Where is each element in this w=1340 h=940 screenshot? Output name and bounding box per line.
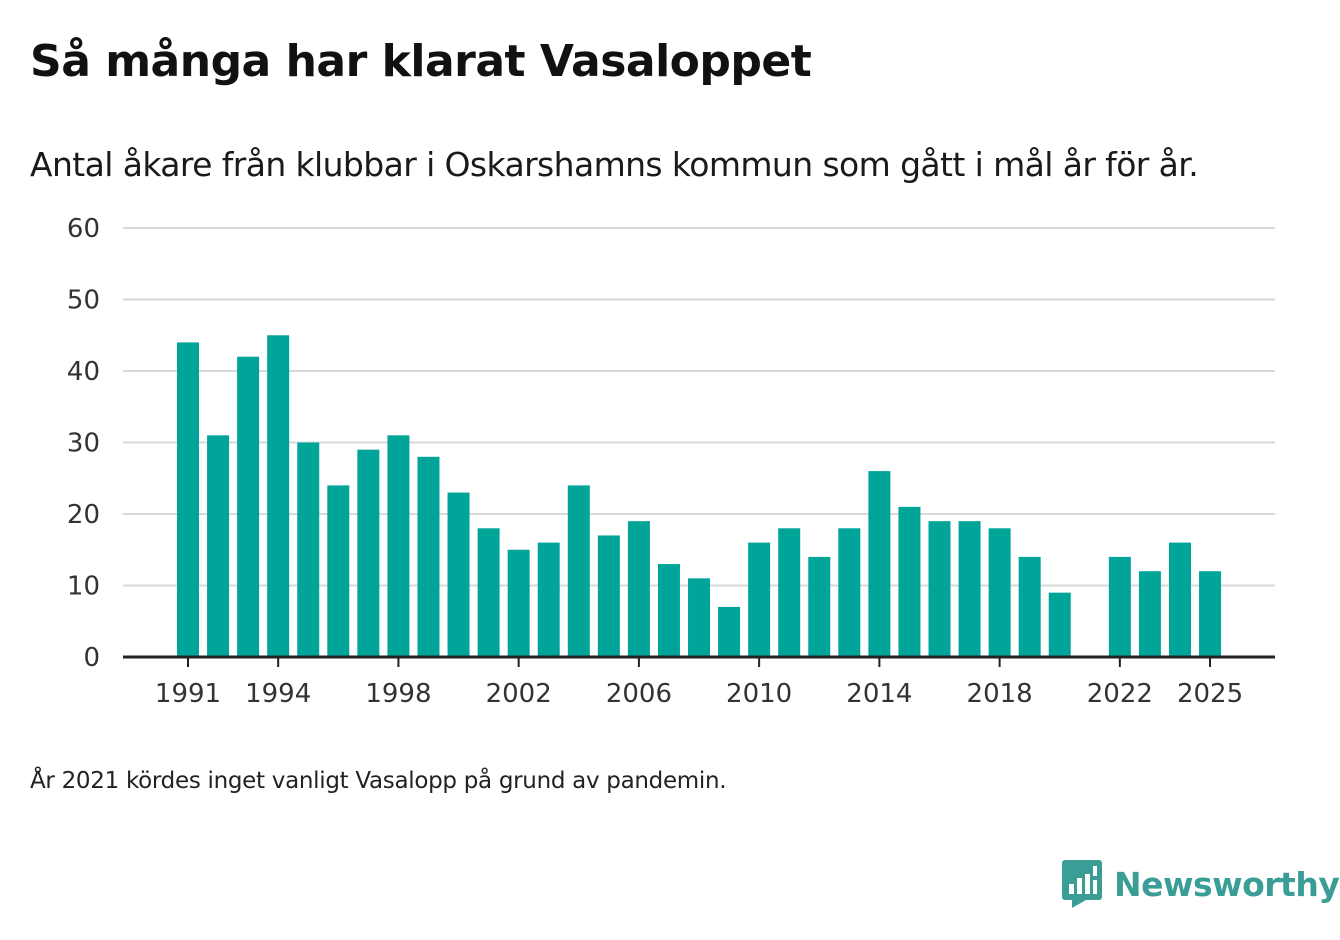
y-tick-label: 50 (67, 286, 100, 316)
y-tick-label: 30 (67, 429, 100, 459)
x-tick-label: 1991 (155, 679, 221, 709)
footnote: År 2021 kördes inget vanligt Vasalopp på… (30, 768, 727, 794)
newsworthy-logo-icon (1062, 860, 1102, 908)
bars (177, 335, 1222, 657)
bar-2007 (657, 564, 680, 657)
bar-2017 (958, 521, 981, 657)
bar-2016 (928, 521, 951, 657)
bar-2006 (627, 521, 650, 657)
bar-1994 (267, 335, 290, 657)
gridlines (123, 227, 1275, 587)
bar-1996 (327, 485, 350, 657)
y-tick-label: 40 (67, 357, 100, 387)
brand-logo: Newsworthy (1062, 860, 1340, 908)
y-tick-label: 10 (67, 572, 100, 602)
x-tick-label: 2022 (1087, 679, 1153, 709)
bar-2020 (1048, 592, 1071, 657)
bar-2004 (567, 485, 590, 657)
bar-1998 (387, 435, 410, 657)
x-tick-label: 1994 (245, 679, 311, 709)
y-tick-label: 0 (83, 643, 100, 673)
bar-1995 (297, 442, 320, 657)
bar-2008 (688, 578, 711, 657)
x-tick-label: 2018 (967, 679, 1033, 709)
bar-chart: 0 10 20 30 40 50 60 1991 1994 1998 2002 2006 2010 201… (67, 214, 1275, 709)
bar-2018 (988, 528, 1011, 657)
bar-2012 (808, 556, 831, 657)
y-tick-label: 20 (67, 500, 100, 530)
bar-2011 (778, 528, 801, 657)
bar-2019 (1018, 556, 1041, 657)
x-tick-label: 2025 (1177, 679, 1243, 709)
brand-name: Newsworthy (1114, 864, 1340, 904)
bar-2001 (477, 528, 500, 657)
x-tick-label: 2014 (846, 679, 912, 709)
bar-2000 (447, 492, 470, 657)
bar-1997 (357, 449, 380, 657)
bar-2002 (507, 549, 530, 657)
bar-2022 (1108, 556, 1131, 657)
chart-title: Så många har klarat Vasaloppet (30, 36, 812, 87)
x-tick-label: 2006 (606, 679, 672, 709)
bar-2015 (898, 506, 921, 657)
x-tick-label: 1998 (365, 679, 431, 709)
bar-1993 (237, 356, 260, 657)
bar-1999 (417, 456, 440, 657)
bar-2023 (1138, 571, 1161, 657)
bar-2025 (1199, 571, 1222, 657)
bar-2013 (838, 528, 861, 657)
bar-2003 (537, 542, 560, 657)
bar-2010 (748, 542, 771, 657)
axes: 0 10 20 30 40 50 60 1991 1994 1998 2002 2006 2010 201… (67, 214, 1275, 709)
y-tick-label: 60 (67, 214, 100, 244)
bar-2024 (1168, 542, 1191, 657)
bar-1992 (207, 435, 230, 657)
bar-2005 (597, 535, 620, 657)
bar-2014 (868, 471, 891, 657)
bar-1991 (177, 342, 199, 657)
x-tick-label: 2010 (726, 679, 792, 709)
bar-2009 (718, 606, 741, 657)
x-tick-label: 2002 (486, 679, 552, 709)
chart-subtitle: Antal åkare från klubbar i Oskarshamns k… (30, 145, 1199, 184)
